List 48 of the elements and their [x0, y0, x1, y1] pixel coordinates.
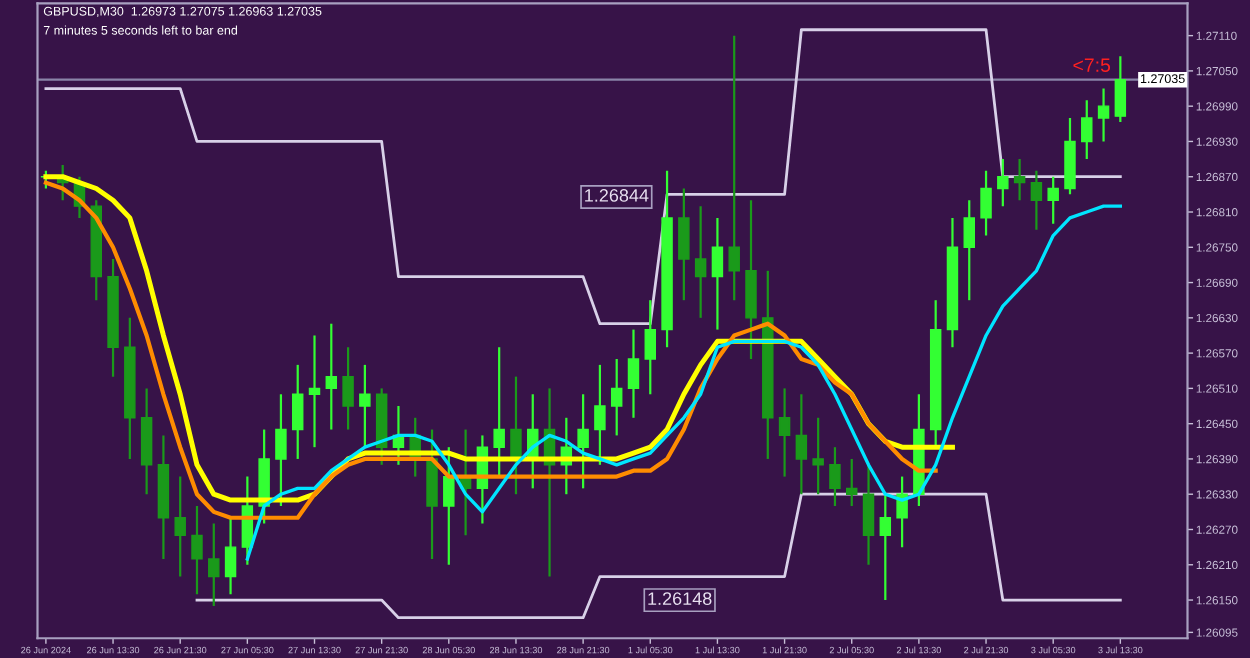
candlestick: [778, 387, 791, 478]
candlestick: [275, 393, 287, 508]
candlestick: [426, 428, 438, 560]
candlestick: [308, 334, 321, 449]
candlestick: [694, 205, 707, 319]
candlestick: [191, 504, 203, 596]
candlestick: [980, 169, 992, 237]
candlestick: [359, 363, 371, 449]
candlestick: [443, 446, 455, 566]
candlestick: [342, 346, 354, 431]
candlestick: [1114, 55, 1127, 124]
candlestick: [291, 363, 304, 461]
candlestick: [1081, 99, 1093, 161]
candlestick: [678, 187, 690, 302]
candlestick: [577, 393, 589, 490]
candlestick: [846, 457, 858, 508]
candlestick: [711, 216, 724, 331]
candlestick: [1013, 157, 1026, 202]
candlestick: [1047, 175, 1059, 225]
annotation: 1.26148: [648, 592, 712, 606]
candlestick: [258, 428, 270, 525]
candlestick: [1064, 116, 1076, 196]
candlestick: [728, 34, 740, 302]
line-series: [44, 28, 1122, 326]
annotation: 1.26844: [585, 189, 649, 202]
line-series: [245, 204, 1123, 561]
candlestick: [879, 493, 892, 602]
candlestick: [997, 157, 1009, 208]
candlestick: [627, 328, 640, 419]
candlestick: [1030, 169, 1043, 231]
annotation: <7:5: [1073, 58, 1111, 73]
candlestick: [862, 463, 875, 566]
candlestick: [795, 393, 808, 496]
candlestick: [325, 322, 338, 431]
candlestick: [812, 416, 824, 496]
candlestick: [829, 446, 841, 508]
candlestick: [963, 199, 975, 302]
candlestick: [493, 346, 505, 478]
candlestick: [610, 357, 623, 437]
candlestick: [745, 199, 757, 361]
candlestick: [510, 375, 522, 496]
candlestick: [174, 475, 186, 578]
candlestick: [594, 363, 606, 466]
candlestick: [644, 299, 657, 396]
candlestick: [208, 522, 220, 608]
candlestick: [140, 387, 153, 496]
candlestick: [1097, 87, 1110, 143]
candlestick: [224, 516, 237, 596]
